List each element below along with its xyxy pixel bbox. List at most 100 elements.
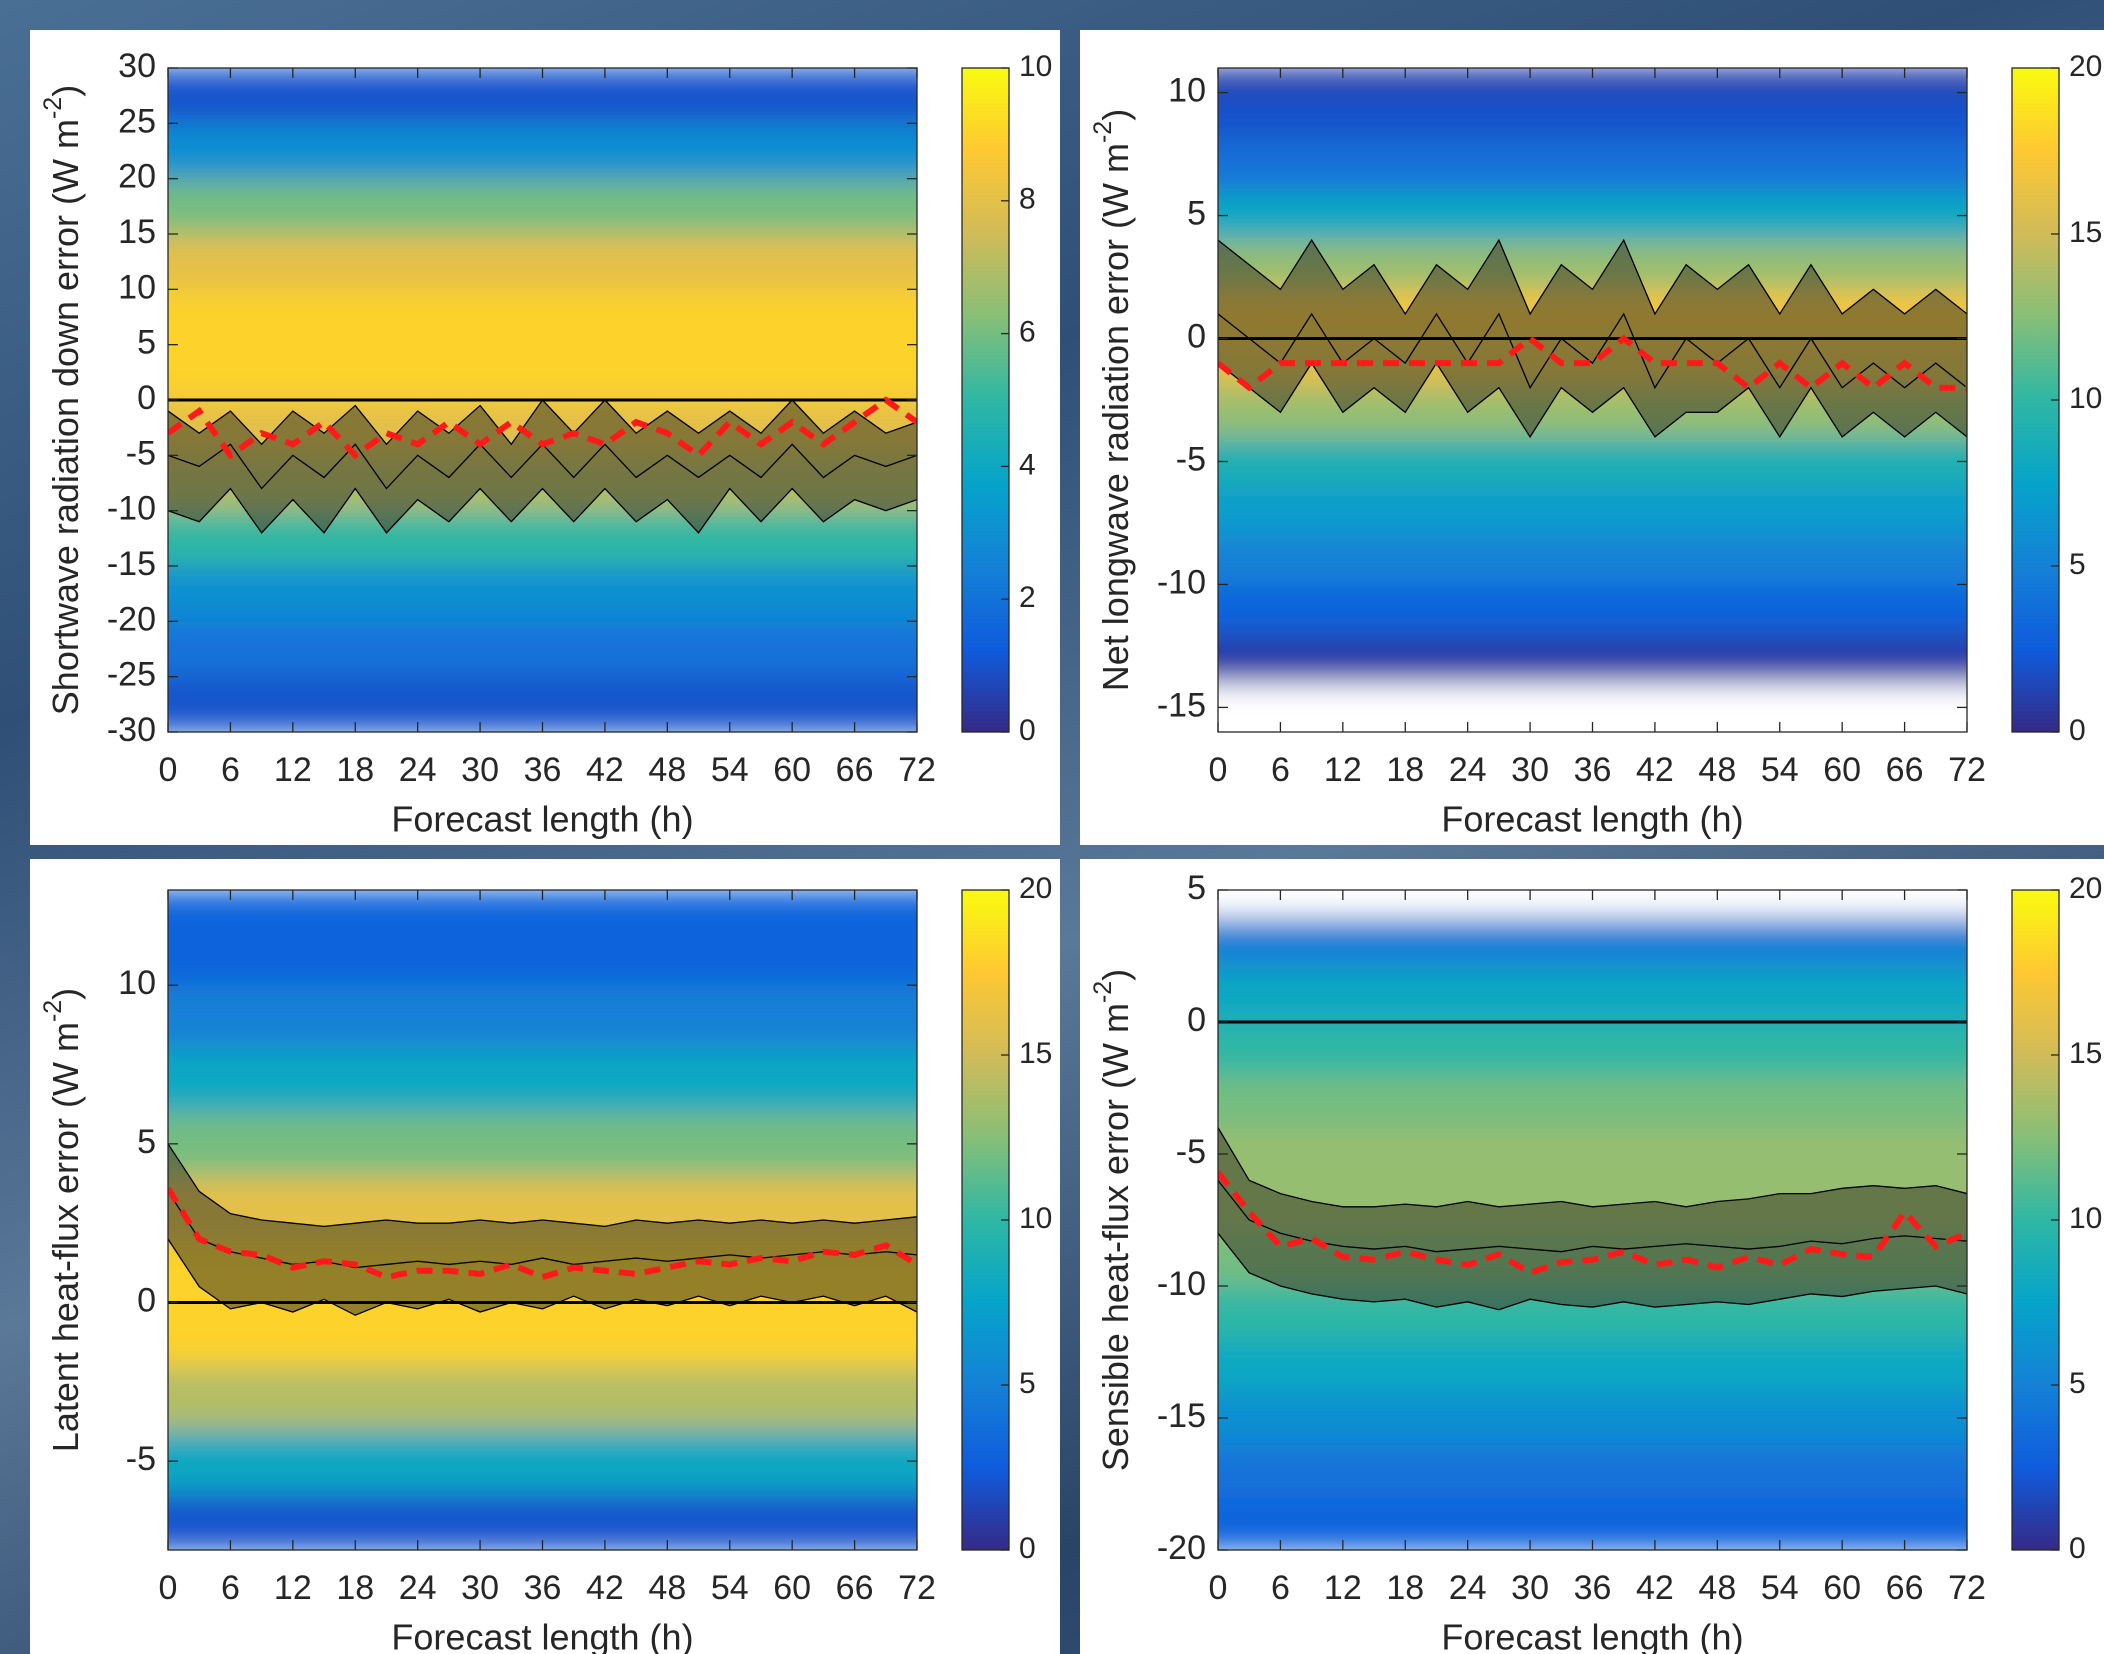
colorbar-tick-label: 0 <box>2069 1532 2086 1565</box>
x-tick-label: 24 <box>1449 1569 1487 1607</box>
y-tick-label: -10 <box>1157 1265 1206 1303</box>
x-tick-label: 30 <box>1511 751 1549 789</box>
y-tick-label: 10 <box>1168 72 1206 110</box>
colorbar-tick-label: 0 <box>1019 1532 1036 1565</box>
plot-area <box>168 68 917 732</box>
series-line <box>1218 361 1967 439</box>
y-axis-label: Shortwave radiation down error (W m-2) <box>39 85 86 715</box>
y-label-text: Sensible heat-flux error (W m <box>1095 1003 1136 1471</box>
density-band <box>1218 92 1967 143</box>
y-label-sup: -2 <box>39 97 67 119</box>
colorbar-tick-label: 10 <box>1019 50 1052 83</box>
x-tick-label: 18 <box>336 1569 374 1607</box>
density-band <box>1218 1022 1967 1076</box>
y-axis-label: Net longwave radiation error (W m-2) <box>1089 109 1136 691</box>
x-tick-label: 60 <box>1823 751 1861 789</box>
x-tick-label: 30 <box>1511 1569 1549 1607</box>
density-band <box>168 1048 917 1113</box>
x-tick-label: 42 <box>586 1569 624 1607</box>
x-axis-label: Forecast length (h) <box>1441 1617 1743 1654</box>
x-tick-label: 54 <box>711 1569 749 1607</box>
x-tick-label: 24 <box>399 1569 437 1607</box>
density-band <box>1218 141 1967 192</box>
colorbar-tick-label: 8 <box>1019 183 1036 216</box>
y-tick-label: -20 <box>107 600 156 638</box>
series-line <box>1218 238 1967 316</box>
y-label-text: Latent heat-flux error (W m <box>45 1022 86 1452</box>
x-tick-label: 66 <box>836 1569 874 1607</box>
x-tick-label: 0 <box>159 751 178 789</box>
x-tick-label: 72 <box>1948 1569 1986 1607</box>
x-tick-label: 18 <box>336 751 374 789</box>
x-tick-label: 48 <box>1698 751 1736 789</box>
series-line <box>1218 1179 1967 1253</box>
plot-area <box>1218 890 1967 1550</box>
density-band <box>168 890 917 986</box>
series-line <box>168 396 917 460</box>
x-tick-label: 6 <box>1271 751 1290 789</box>
plot-area <box>168 890 917 1550</box>
y-label-text: Net longwave radiation error (W m <box>1095 143 1136 691</box>
colorbar-tick-label: 0 <box>1019 714 1036 747</box>
x-tick-label: 36 <box>524 751 562 789</box>
x-tick-label: 0 <box>1209 751 1228 789</box>
density-band <box>1218 535 1967 585</box>
x-tick-label: 48 <box>648 751 686 789</box>
colorbar-tick-label: 4 <box>1019 448 1036 481</box>
density-band <box>168 1112 917 1177</box>
y-label-sup: -2 <box>1089 981 1117 1003</box>
x-tick-label: 54 <box>1761 1569 1799 1607</box>
y-tick-label: 5 <box>1187 869 1206 907</box>
series-line <box>168 1186 917 1281</box>
y-label-text: Shortwave radiation down error (W m <box>45 119 86 715</box>
y-tick-label: 0 <box>137 379 156 417</box>
y-tick-label: 10 <box>118 964 156 1002</box>
y-tick-label: -5 <box>126 1440 156 1478</box>
colorbar-tick-label: 6 <box>1019 316 1036 349</box>
density-band <box>1218 1338 1967 1393</box>
iqr-band <box>168 400 917 533</box>
x-tick-label: 66 <box>836 751 874 789</box>
y-label-sup: -2 <box>39 1000 67 1022</box>
x-tick-label: 0 <box>159 1569 178 1607</box>
colorbar-tick-label: 15 <box>2069 1037 2102 1070</box>
panel: 0 6 12 18 24 30 36 42 48 54 60 66 72 -5 0 5 10 Forecast l… <box>30 859 1060 1654</box>
y-label-end: ) <box>1095 109 1136 121</box>
series-line <box>168 487 917 534</box>
series-line <box>1218 1127 1967 1208</box>
series-line <box>168 1238 917 1316</box>
x-tick-label: 54 <box>711 751 749 789</box>
y-axis-label: Sensible heat-flux error (W m-2) <box>1089 969 1136 1471</box>
density-band <box>168 344 917 401</box>
colorbar-tick-label: 15 <box>1019 1037 1052 1070</box>
density-band <box>1218 916 1967 970</box>
x-tick-label: 42 <box>1636 751 1674 789</box>
x-tick-label: 48 <box>648 1569 686 1607</box>
colorbar-tick-label: 5 <box>2069 548 2086 581</box>
x-tick-label: 18 <box>1386 1569 1424 1607</box>
y-tick-label: -30 <box>107 711 156 749</box>
y-tick-label: -15 <box>1157 1397 1206 1435</box>
colorbar <box>961 67 1010 733</box>
x-tick-label: 12 <box>274 1569 312 1607</box>
iqr-band <box>1218 1127 1967 1310</box>
x-tick-label: 36 <box>1574 751 1612 789</box>
chart: 0 6 12 18 24 30 36 42 48 54 60 66 72 -5 0 5 10 Forecast l… <box>39 872 1053 1654</box>
x-tick-label: 12 <box>1324 751 1362 789</box>
y-tick-label: -5 <box>1176 1133 1206 1171</box>
density-band <box>1218 1074 1967 1129</box>
density-band <box>1218 240 1967 290</box>
y-axis-label: Latent heat-flux error (W m-2) <box>39 988 86 1452</box>
colorbar-tick-label: 5 <box>1019 1367 1036 1400</box>
colorbar-tick-label: 10 <box>1019 1202 1052 1235</box>
y-tick-label: -10 <box>107 490 156 528</box>
colorbar-tick-label: 15 <box>2069 216 2102 249</box>
colorbar-tick-label: 20 <box>2069 872 2102 905</box>
chart: 0 6 12 18 24 30 36 42 48 54 60 66 72-30-25-20-15-10-… <box>39 47 1053 840</box>
x-tick-label: 60 <box>773 1569 811 1607</box>
x-tick-label: 0 <box>1209 1569 1228 1607</box>
y-tick-label: -15 <box>1157 686 1206 724</box>
y-tick-label: 30 <box>118 47 156 85</box>
x-tick-label: 60 <box>773 751 811 789</box>
